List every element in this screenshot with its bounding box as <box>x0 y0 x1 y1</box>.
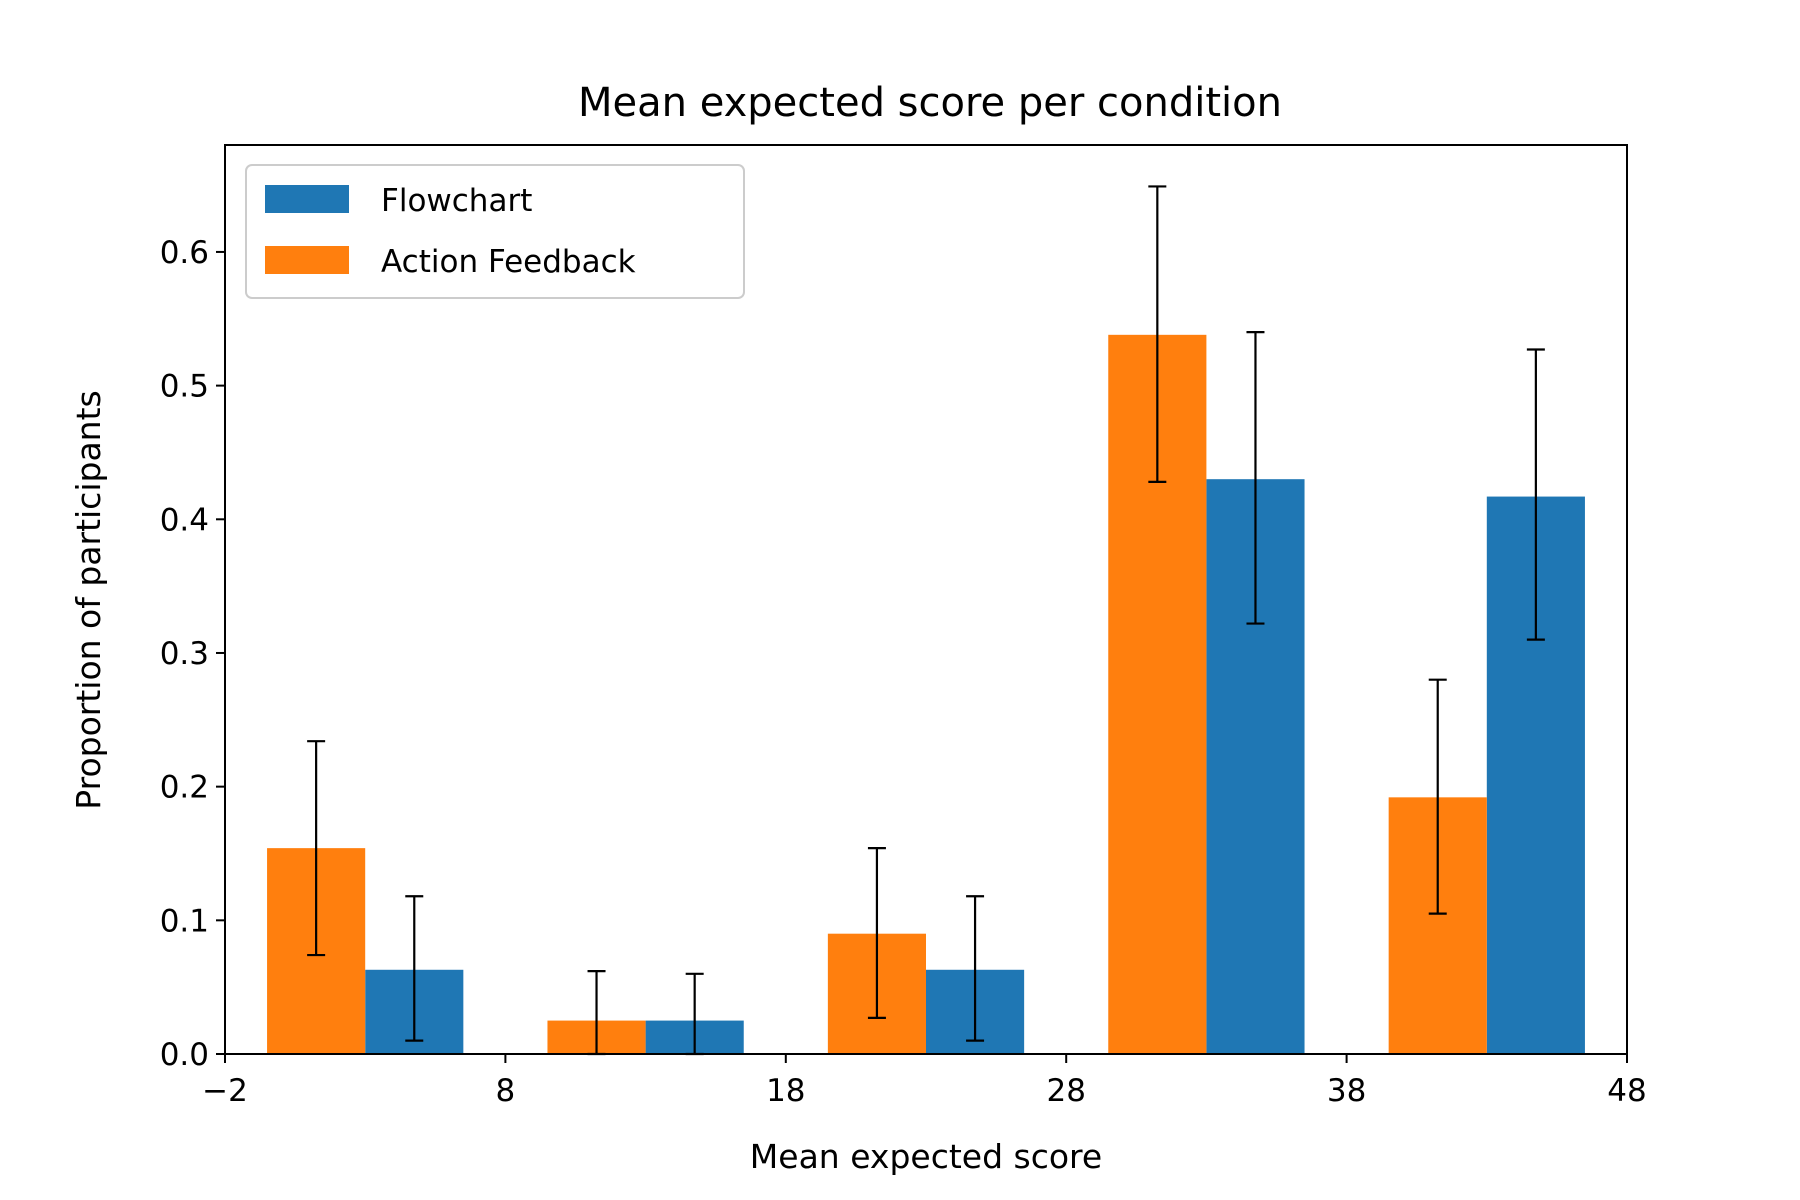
x-tick-label-0: −2 <box>202 1073 248 1109</box>
x-tick-label-3: 28 <box>1046 1073 1085 1109</box>
x-axis-label: Mean expected score <box>750 1137 1102 1176</box>
y-axis: 0.0 0.1 0.2 0.3 0.4 0.5 0.6 <box>160 235 225 1073</box>
y-tick-label-3: 0.3 <box>160 636 209 672</box>
x-tick-label-2: 18 <box>766 1073 805 1109</box>
y-tick-label-2: 0.2 <box>160 770 209 806</box>
x-tick-label-5: 48 <box>1607 1073 1646 1109</box>
plot-area-frame <box>224 144 1628 1055</box>
y-tick-label-6: 0.6 <box>160 235 209 271</box>
y-tick-label-5: 0.5 <box>160 369 209 405</box>
legend-label-flowchart: Flowchart <box>381 183 532 219</box>
chart-title: Mean expected score per condition <box>578 80 1282 126</box>
x-tick-label-1: 8 <box>496 1073 516 1109</box>
legend-swatch-flowchart <box>265 185 349 213</box>
legend-frame <box>245 164 745 299</box>
legend-swatch-action-feedback <box>265 246 349 274</box>
x-axis: −2 8 18 28 38 48 <box>202 1054 1647 1109</box>
y-tick-label-4: 0.4 <box>160 502 209 538</box>
legend: Flowchart Action Feedback <box>245 164 745 299</box>
error-bars-layer <box>307 185 1545 1056</box>
y-tick-label-0: 0.0 <box>160 1037 209 1073</box>
x-tick-label-4: 38 <box>1327 1073 1366 1109</box>
y-axis-label: Proportion of participants <box>69 390 108 809</box>
y-tick-label-1: 0.1 <box>160 903 209 939</box>
bars-layer <box>267 334 1585 1054</box>
legend-label-action-feedback: Action Feedback <box>381 244 636 280</box>
